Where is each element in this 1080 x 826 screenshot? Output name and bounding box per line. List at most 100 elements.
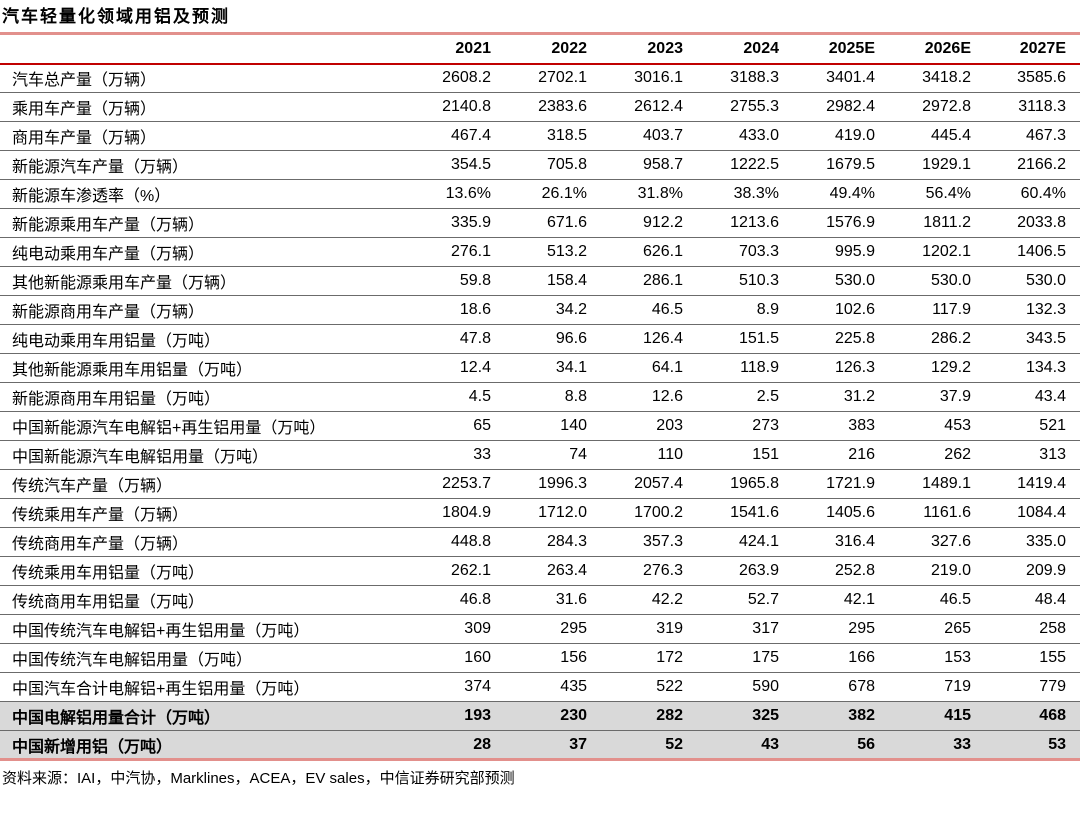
cell-2021: 354.5 — [397, 150, 493, 180]
row-label: 中国电解铝用量合计（万吨） — [0, 701, 397, 731]
cell-2023: 282 — [589, 701, 685, 731]
cell-2023: 357.3 — [589, 527, 685, 557]
cell-2022: 230 — [493, 701, 589, 731]
cell-2023: 52 — [589, 730, 685, 760]
year-header-2027E: 2027E — [973, 33, 1080, 65]
cell-2024: 1213.6 — [685, 208, 781, 238]
cell-2024: 52.7 — [685, 585, 781, 615]
cell-2027E: 467.3 — [973, 121, 1080, 151]
cell-2025E: 1679.5 — [781, 150, 877, 180]
row-label: 中国新能源汽车电解铝+再生铝用量（万吨） — [0, 411, 397, 441]
row-label: 新能源车渗透率（%） — [0, 179, 397, 209]
table-row: 新能源乘用车产量（万辆） 335.9 671.6 912.2 1213.6 1576.9 1… — [0, 208, 1080, 238]
cell-2026E: 129.2 — [877, 353, 973, 383]
row-label: 中国汽车合计电解铝+再生铝用量（万吨） — [0, 672, 397, 702]
table-row-total: 中国电解铝用量合计（万吨） 193 230 282 325 382 415 468 — [0, 701, 1080, 731]
cell-2025E: 295 — [781, 614, 877, 644]
table-row: 新能源商用车用铝量（万吨） 4.5 8.8 12.6 2.5 31.2 37.9 43.4 — [0, 382, 1080, 412]
cell-2027E: 209.9 — [973, 556, 1080, 586]
cell-2027E: 43.4 — [973, 382, 1080, 412]
cell-2025E: 995.9 — [781, 237, 877, 267]
cell-2026E: 1161.6 — [877, 498, 973, 528]
cell-2022: 34.1 — [493, 353, 589, 383]
table-row: 中国传统汽车电解铝+再生铝用量（万吨） 309 295 319 317 295 265 258 — [0, 614, 1080, 644]
cell-2021: 309 — [397, 614, 493, 644]
cell-2027E: 53 — [973, 730, 1080, 760]
report-table-page: 汽车轻量化领域用铝及预测 2021 2022 2023 2024 2025E 2026E 2… — [0, 7, 1080, 787]
cell-2021: 160 — [397, 643, 493, 673]
table-row: 纯电动乘用车用铝量（万吨） 47.8 96.6 126.4 151.5 225.8 286.… — [0, 324, 1080, 354]
row-label: 中国传统汽车电解铝用量（万吨） — [0, 643, 397, 673]
row-label: 新能源商用车用铝量（万吨） — [0, 382, 397, 412]
table-row: 传统乘用车产量（万辆） 1804.9 1712.0 1700.2 1541.6 1405.… — [0, 498, 1080, 528]
cell-2027E: 2166.2 — [973, 150, 1080, 180]
cell-2023: 286.1 — [589, 266, 685, 296]
cell-2022: 74 — [493, 440, 589, 470]
year-header-2025E: 2025E — [781, 33, 877, 65]
cell-2025E: 1576.9 — [781, 208, 877, 238]
row-label: 中国新能源汽车电解铝用量（万吨） — [0, 440, 397, 470]
cell-2023: 42.2 — [589, 585, 685, 615]
cell-2024: 317 — [685, 614, 781, 644]
cell-2025E: 216 — [781, 440, 877, 470]
cell-2025E: 1405.6 — [781, 498, 877, 528]
cell-2022: 156 — [493, 643, 589, 673]
cell-2023: 403.7 — [589, 121, 685, 151]
cell-2022: 31.6 — [493, 585, 589, 615]
cell-2027E: 1419.4 — [973, 469, 1080, 499]
cell-2022: 2383.6 — [493, 92, 589, 122]
cell-2022: 96.6 — [493, 324, 589, 354]
table-row: 传统乘用车用铝量（万吨） 262.1 263.4 276.3 263.9 252.8 219… — [0, 556, 1080, 586]
cell-2027E: 1406.5 — [973, 237, 1080, 267]
cell-2025E: 252.8 — [781, 556, 877, 586]
cell-2024: 273 — [685, 411, 781, 441]
cell-2022: 1996.3 — [493, 469, 589, 499]
cell-2027E: 335.0 — [973, 527, 1080, 557]
row-label: 商用车产量（万辆） — [0, 121, 397, 151]
cell-2025E: 678 — [781, 672, 877, 702]
table-row: 传统汽车产量（万辆） 2253.7 1996.3 2057.4 1965.8 1721.9… — [0, 469, 1080, 499]
cell-2021: 65 — [397, 411, 493, 441]
cell-2021: 28 — [397, 730, 493, 760]
cell-2025E: 419.0 — [781, 121, 877, 151]
cell-2022: 318.5 — [493, 121, 589, 151]
cell-2024: 118.9 — [685, 353, 781, 383]
cell-2021: 46.8 — [397, 585, 493, 615]
cell-2027E: 134.3 — [973, 353, 1080, 383]
cell-2026E: 1929.1 — [877, 150, 973, 180]
cell-2022: 26.1% — [493, 179, 589, 209]
table-row: 其他新能源乘用车用铝量（万吨） 12.4 34.1 64.1 118.9 126.3 129… — [0, 353, 1080, 383]
cell-2023: 172 — [589, 643, 685, 673]
cell-2027E: 2033.8 — [973, 208, 1080, 238]
cell-2024: 2755.3 — [685, 92, 781, 122]
row-label: 新能源汽车产量（万辆） — [0, 150, 397, 180]
cell-2024: 175 — [685, 643, 781, 673]
cell-2026E: 1202.1 — [877, 237, 973, 267]
table-row: 汽车总产量（万辆） 2608.2 2702.1 3016.1 3188.3 3401.4 3… — [0, 63, 1080, 93]
cell-2021: 4.5 — [397, 382, 493, 412]
cell-2021: 448.8 — [397, 527, 493, 557]
cell-2023: 3016.1 — [589, 63, 685, 93]
cell-2021: 276.1 — [397, 237, 493, 267]
cell-2025E: 166 — [781, 643, 877, 673]
cell-2026E: 445.4 — [877, 121, 973, 151]
cell-2026E: 265 — [877, 614, 973, 644]
cell-2024: 703.3 — [685, 237, 781, 267]
cell-2025E: 31.2 — [781, 382, 877, 412]
cell-2023: 31.8% — [589, 179, 685, 209]
cell-2024: 8.9 — [685, 295, 781, 325]
table-row: 传统商用车产量（万辆） 448.8 284.3 357.3 424.1 316.4 327.… — [0, 527, 1080, 557]
cell-2027E: 313 — [973, 440, 1080, 470]
row-label: 传统乘用车产量（万辆） — [0, 498, 397, 528]
row-label: 新能源商用车产量（万辆） — [0, 295, 397, 325]
cell-2023: 912.2 — [589, 208, 685, 238]
cell-2024: 590 — [685, 672, 781, 702]
cell-2023: 958.7 — [589, 150, 685, 180]
cell-2025E: 1721.9 — [781, 469, 877, 499]
cell-2026E: 46.5 — [877, 585, 973, 615]
cell-2021: 262.1 — [397, 556, 493, 586]
cell-2024: 43 — [685, 730, 781, 760]
cell-2021: 47.8 — [397, 324, 493, 354]
cell-2027E: 779 — [973, 672, 1080, 702]
cell-2021: 2253.7 — [397, 469, 493, 499]
